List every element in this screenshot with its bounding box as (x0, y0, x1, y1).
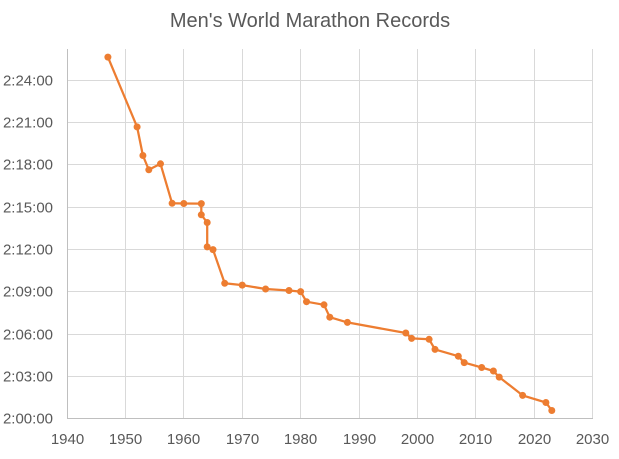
svg-text:1940: 1940 (51, 431, 84, 448)
svg-text:2000: 2000 (401, 431, 434, 448)
svg-text:1970: 1970 (226, 431, 259, 448)
svg-text:2:15:00: 2:15:00 (3, 200, 53, 217)
svg-text:Men's World Marathon Records: Men's World Marathon Records (170, 10, 450, 32)
svg-text:2010: 2010 (459, 431, 492, 448)
svg-text:2:03:00: 2:03:00 (3, 369, 53, 386)
svg-text:1950: 1950 (109, 431, 142, 448)
svg-text:2:18:00: 2:18:00 (3, 157, 53, 174)
svg-text:2030: 2030 (576, 431, 609, 448)
svg-text:2020: 2020 (518, 431, 551, 448)
svg-text:2:06:00: 2:06:00 (3, 327, 53, 344)
svg-text:1960: 1960 (167, 431, 200, 448)
svg-text:1990: 1990 (343, 431, 376, 448)
svg-text:2:00:00: 2:00:00 (3, 411, 53, 428)
svg-text:2:21:00: 2:21:00 (3, 115, 53, 132)
svg-text:1980: 1980 (284, 431, 317, 448)
svg-text:2:24:00: 2:24:00 (3, 73, 53, 90)
svg-text:2:12:00: 2:12:00 (3, 242, 53, 259)
svg-text:2:09:00: 2:09:00 (3, 284, 53, 301)
